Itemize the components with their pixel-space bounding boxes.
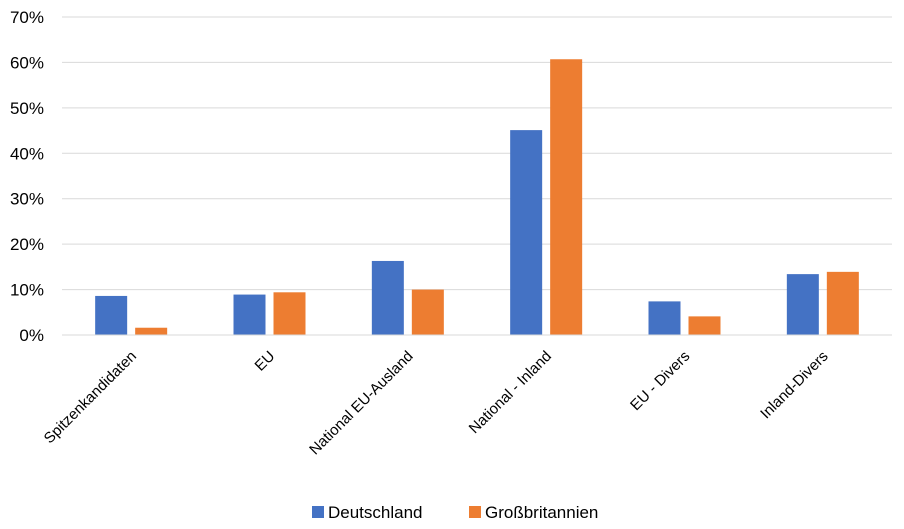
bar-deutschland-1 bbox=[233, 294, 266, 335]
bar-gro-britannien-0 bbox=[135, 327, 168, 335]
x-category-label: National - Inland bbox=[466, 348, 555, 437]
bar-gro-britannien-2 bbox=[411, 289, 444, 335]
legend-swatch-gro-britannien bbox=[469, 506, 481, 518]
legend-label: Großbritannien bbox=[485, 503, 598, 522]
bar-deutschland-2 bbox=[371, 260, 404, 335]
bar-deutschland-3 bbox=[510, 130, 543, 335]
y-tick-label: 30% bbox=[10, 190, 44, 209]
x-category-label: Spitzenkandidaten bbox=[41, 348, 140, 447]
y-tick-label: 10% bbox=[10, 281, 44, 300]
bar-gro-britannien-5 bbox=[826, 271, 859, 335]
legend-swatch-deutschland bbox=[312, 506, 324, 518]
y-tick-label: 60% bbox=[10, 53, 44, 72]
x-category-label: EU - Divers bbox=[627, 348, 693, 414]
bars bbox=[95, 59, 859, 336]
y-tick-label: 0% bbox=[19, 326, 44, 345]
gridlines bbox=[62, 16, 892, 291]
bar-deutschland-0 bbox=[95, 295, 128, 335]
bar-gro-britannien-1 bbox=[273, 292, 306, 335]
bar-gro-britannien-4 bbox=[688, 316, 721, 335]
y-tick-label: 70% bbox=[10, 8, 44, 27]
x-category-label: Inland-Divers bbox=[757, 348, 832, 423]
x-axis-category-labels: Spitzenkandidaten EU National EU-Ausland Na… bbox=[41, 348, 832, 458]
bar-gro-britannien-3 bbox=[550, 59, 583, 336]
y-tick-label: 40% bbox=[10, 144, 44, 163]
bar-deutschland-5 bbox=[786, 274, 819, 335]
bar-deutschland-4 bbox=[648, 301, 681, 335]
legend-label: Deutschland bbox=[328, 503, 423, 522]
x-category-label: National EU-Ausland bbox=[306, 348, 416, 458]
y-tick-label: 50% bbox=[10, 99, 44, 118]
legend: Deutschland Großbritannien bbox=[312, 503, 598, 522]
y-tick-label: 20% bbox=[10, 235, 44, 254]
y-axis-ticks: 0% 10% 20% 30% 40% 50% 60% 70% bbox=[10, 8, 44, 345]
x-category-label: EU bbox=[252, 348, 279, 375]
